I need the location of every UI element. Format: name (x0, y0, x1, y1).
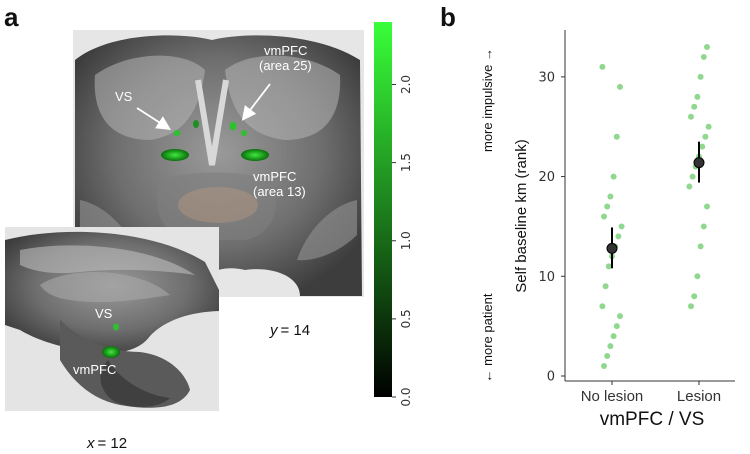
coord-axis-x: x (86, 435, 95, 452)
more-patient-note: ← more patient (480, 293, 495, 382)
label-vmpfc25-line2: (area 25) (259, 58, 312, 73)
sagittal-coordinate: x = 12 (86, 435, 127, 452)
x-axis-title: vmPFC / VS (600, 409, 705, 430)
colorbar-tick-label: 1.0 (399, 231, 413, 250)
scatter-chart: 0 10 20 30 No lesion Lesion (538, 30, 735, 405)
data-point (694, 273, 701, 280)
data-point (601, 363, 607, 370)
data-point (610, 173, 617, 180)
data-point (604, 203, 611, 210)
data-point (613, 133, 620, 140)
data-point (618, 223, 625, 230)
colorbar-tick-label: 0.5 (399, 309, 413, 328)
data-point (605, 263, 612, 270)
data-point (607, 343, 614, 350)
more-impulsive-note: more impulsive → (480, 48, 495, 152)
panel-b-letter: b (440, 2, 456, 32)
mean-point (606, 242, 618, 254)
sagittal-brain-slice (5, 227, 219, 411)
data-point (610, 333, 617, 340)
data-point (617, 83, 623, 90)
y-tick-label: 0 (547, 370, 555, 385)
data-point (686, 183, 693, 190)
mean-point (693, 157, 705, 169)
coord-value-y: = 14 (281, 322, 311, 339)
label-vmpfc25-line1: vmPFC (264, 43, 307, 58)
label-vs-coronal: VS (115, 89, 133, 104)
sagittal-activation (102, 323, 120, 358)
data-point (700, 53, 707, 60)
data-point (599, 303, 606, 310)
x-category-label: Lesion (677, 388, 721, 405)
coronal-coordinate: y = 14 (269, 322, 310, 339)
data-point (688, 303, 694, 310)
label-vmpfc13-line2: (area 13) (253, 184, 306, 199)
data-point (601, 213, 607, 220)
data-point (697, 243, 704, 250)
mean-markers (606, 141, 705, 269)
arrow-vmpfc25 (241, 83, 271, 121)
data-point (691, 293, 698, 300)
colorbar-tick-label: 2.0 (399, 75, 413, 94)
colorbar: 0.0 0.5 1.0 1.5 2.0 (374, 22, 413, 407)
label-vmpfc-sagittal: vmPFC (73, 362, 116, 377)
data-points (599, 43, 712, 370)
coronal-labels: VS vmPFC (area 25) vmPFC (area 13) (115, 43, 312, 199)
y-ticks: 0 10 20 30 (538, 70, 565, 385)
x-category-label: No lesion (581, 388, 644, 405)
data-point (705, 123, 712, 130)
label-vmpfc13-line1: vmPFC (253, 169, 296, 184)
data-point (704, 43, 710, 50)
colorbar-gradient (374, 22, 392, 397)
colorbar-tick-label: 1.5 (399, 153, 413, 172)
y-tick-label: 10 (538, 270, 555, 285)
data-point (613, 323, 620, 330)
data-point (700, 223, 707, 230)
data-point (602, 283, 609, 290)
data-point (689, 173, 696, 180)
arrow-vs (136, 107, 172, 130)
data-point (697, 73, 704, 80)
coord-axis-y: y (269, 322, 279, 339)
panel-a-letter: a (4, 2, 19, 32)
y-tick-label: 20 (538, 170, 555, 185)
y-tick-label: 30 (538, 70, 555, 85)
data-point (704, 203, 710, 210)
data-point (617, 313, 623, 320)
label-vs-sagittal: VS (95, 306, 113, 321)
coronal-activation (161, 120, 269, 161)
data-point (599, 63, 606, 70)
colorbar-tick-label: 0.0 (399, 387, 413, 406)
data-point (607, 193, 614, 200)
data-point (615, 233, 622, 240)
y-axis-title: Self baseline km (rank) (513, 139, 530, 292)
data-point (604, 353, 611, 360)
data-point (688, 113, 694, 120)
data-point (694, 93, 701, 100)
colorbar-ticks: 0.0 0.5 1.0 1.5 2.0 (392, 75, 413, 407)
x-ticks: No lesion Lesion (581, 381, 721, 405)
data-point (702, 133, 709, 140)
data-point (699, 143, 706, 150)
coord-value-x: = 12 (98, 435, 128, 452)
data-point (691, 103, 698, 110)
